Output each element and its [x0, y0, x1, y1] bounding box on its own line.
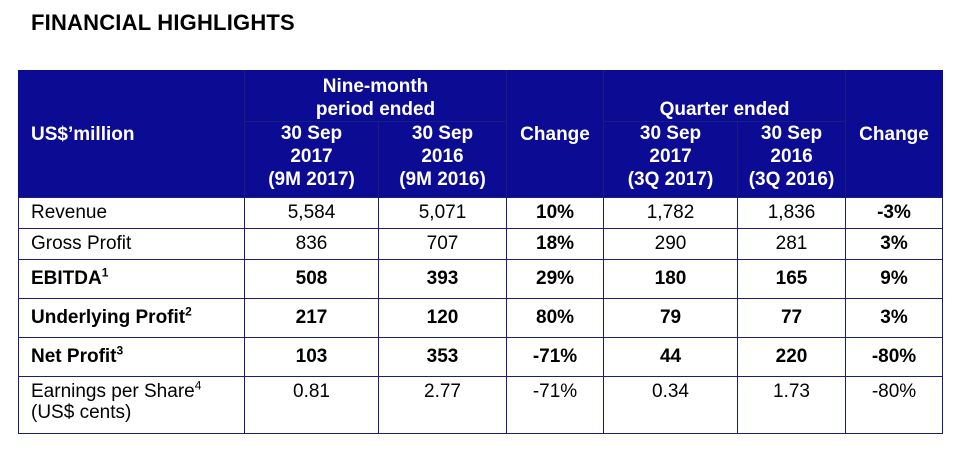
table-cell: 707 — [377, 228, 508, 260]
table-row: Net Profit3 103 353 -71% 44 220 -80% — [18, 337, 944, 377]
table-cell: 1,836 — [737, 197, 847, 229]
table-cell: 508 — [244, 259, 379, 299]
table-cell: 2.77 — [377, 376, 508, 434]
table-cell: 10% — [506, 197, 605, 229]
table-cell: 103 — [244, 337, 379, 377]
col-header-9m-2016: 30 Sep 2016 (9M 2016) — [377, 121, 508, 198]
table-cell: 120 — [377, 298, 508, 338]
table-cell: 18% — [506, 228, 605, 260]
table-cell: -80% — [845, 376, 944, 434]
col-header-3q-2017: 30 Sep 2017 (3Q 2017) — [603, 121, 739, 198]
table-row: EBITDA1 508 393 29% 180 165 9% — [18, 259, 944, 299]
table-cell: 165 — [737, 259, 847, 299]
table-cell: 1.73 — [737, 376, 847, 434]
table-cell: -80% — [845, 337, 944, 377]
table-cell: 217 — [244, 298, 379, 338]
units-header: US$’million — [18, 70, 245, 198]
table-cell: 5,071 — [377, 197, 508, 229]
table-cell: 836 — [244, 228, 379, 260]
table-cell: 0.81 — [244, 376, 379, 434]
table-row: Gross Profit 836 707 18% 290 281 3% — [18, 228, 944, 260]
table-cell: 1,782 — [603, 197, 739, 229]
table-cell: 290 — [603, 228, 739, 260]
row-label-ebitda: EBITDA1 — [18, 259, 245, 299]
col-header-9m-2017: 30 Sep 2017 (9M 2017) — [244, 121, 379, 198]
table-cell: 0.34 — [603, 376, 739, 434]
row-label-revenue: Revenue — [18, 197, 245, 229]
table-cell: 77 — [737, 298, 847, 338]
table-cell: 5,584 — [244, 197, 379, 229]
row-label-gross-profit: Gross Profit — [18, 228, 245, 260]
nine-month-header: Nine-month period ended — [243, 70, 508, 122]
row-label-eps: Earnings per Share4 (US$ cents) — [18, 376, 245, 434]
page-title: FINANCIAL HIGHLIGHTS — [31, 10, 295, 35]
table-cell: -71% — [506, 376, 605, 434]
table-cell: 281 — [737, 228, 847, 260]
table-cell: 29% — [506, 259, 605, 299]
table-cell: 3% — [845, 228, 944, 260]
table-cell: 80% — [506, 298, 605, 338]
table-cell: -71% — [506, 337, 605, 377]
row-label-net-profit: Net Profit3 — [18, 337, 245, 377]
financial-highlights-table: US$’million Nine-month period ended Chan… — [18, 70, 944, 434]
quarter-header: Quarter ended — [603, 70, 847, 122]
table-cell: 44 — [603, 337, 739, 377]
change-header-3q: Change — [845, 70, 944, 198]
table-cell: -3% — [845, 197, 944, 229]
table-cell: 79 — [603, 298, 739, 338]
table-cell: 353 — [377, 337, 508, 377]
footnote-marker: 1 — [101, 265, 109, 280]
table-cell: 9% — [845, 259, 944, 299]
table-cell: 180 — [603, 259, 739, 299]
col-header-3q-2016: 30 Sep 2016 (3Q 2016) — [737, 121, 847, 198]
footnote-marker: 2 — [185, 304, 192, 319]
table-cell: 393 — [377, 259, 508, 299]
table-cell: 3% — [845, 298, 944, 338]
change-header-9m: Change — [506, 70, 605, 198]
table-row: Underlying Profit2 217 120 80% 79 77 3% — [18, 298, 944, 338]
table-row: Earnings per Share4 (US$ cents) 0.81 2.77… — [18, 376, 944, 434]
table-cell: 220 — [737, 337, 847, 377]
footnote-marker: 4 — [194, 378, 202, 393]
footnote-marker: 3 — [116, 343, 124, 358]
row-label-underlying-profit: Underlying Profit2 — [18, 298, 245, 338]
table-row: Revenue 5,584 5,071 10% 1,782 1,836 -3% — [18, 197, 944, 229]
